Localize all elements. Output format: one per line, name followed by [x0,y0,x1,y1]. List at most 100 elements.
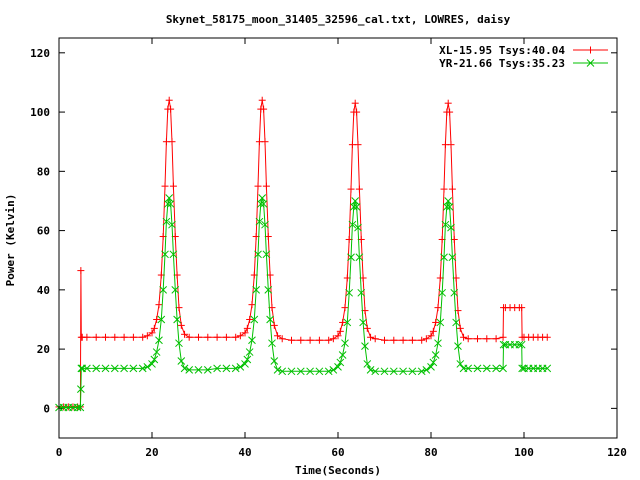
x-tick-label: 0 [56,446,63,459]
data-point [163,200,172,208]
data-point [499,333,507,341]
series-line [59,100,548,408]
data-point [345,288,354,297]
data-point [287,367,296,376]
data-point [517,340,526,349]
data-point [278,335,286,343]
data-point [429,358,438,367]
data-point [111,333,119,341]
data-point [185,333,193,341]
data-point [296,367,305,376]
data-point [306,336,314,344]
data-point [440,253,448,262]
data-point [349,203,358,211]
x-tick-label: 20 [145,446,158,459]
data-point [441,220,450,229]
data-point [73,403,82,412]
data-point [222,364,231,373]
data-point [241,360,249,368]
data-point [315,336,323,344]
data-point [181,330,189,338]
data-point [390,336,398,344]
data-point [357,288,366,297]
data-point [77,364,86,373]
data-point [185,365,194,374]
data-point [438,288,447,297]
data-point [213,333,221,341]
data-point [258,96,266,104]
data-point [518,304,526,312]
legend-marker [586,59,595,67]
data-point [177,321,185,329]
legend-marker [587,46,594,54]
data-point [334,332,342,340]
data-point [77,267,85,275]
data-point [175,339,183,348]
data-point [347,185,355,193]
data-point [165,96,173,104]
data-point [76,403,85,412]
data-point [334,363,342,371]
data-point [250,315,259,324]
data-point [157,315,166,324]
data-point [213,364,221,373]
legend-label-yr: YR-21.66 Tsys:35.23 [439,57,565,70]
data-point [408,336,416,344]
data-point [77,385,85,393]
y-tick-label: 0 [43,402,50,415]
data-point [138,364,147,373]
data-point [444,99,452,107]
data-point [266,315,274,324]
data-point [159,285,168,294]
data-point [422,335,430,343]
data-point [339,318,347,326]
data-point [231,364,240,373]
data-point [278,367,287,376]
data-point [341,304,349,312]
data-point [243,355,252,364]
data-point [399,336,407,344]
data-point [366,365,375,374]
data-point [92,364,101,373]
data-point [150,355,159,364]
data-point [180,364,189,373]
data-point [120,333,128,341]
data-point [161,250,169,259]
data-point [161,182,169,190]
data-point [274,332,282,340]
data-point [352,203,361,211]
data-point [518,364,526,373]
data-point [515,340,524,349]
data-point [152,348,161,356]
data-point [338,351,347,359]
data-point [341,339,349,348]
data-point [252,285,261,294]
data-point [431,351,440,359]
data-point [236,363,245,371]
data-point [167,105,175,113]
chart-title: Skynet_58175_moon_31405_32596_cal.txt, L… [166,13,511,26]
data-point [232,333,240,341]
legend-label-xl: XL-15.95 Tsys:40.04 [439,44,565,57]
data-point [448,185,456,193]
y-tick-label: 80 [37,165,50,178]
data-point [120,364,128,373]
data-point [173,315,181,324]
data-point [248,301,256,309]
y-tick-label: 100 [30,106,50,119]
data-point [169,182,177,190]
data-point [169,250,178,259]
data-point [129,364,138,373]
data-point [297,336,305,344]
data-point [447,141,455,149]
data-point [166,200,175,208]
data-point [143,363,152,371]
data-point [355,185,363,193]
data-point [399,367,407,376]
data-point [243,324,251,332]
data-point [380,367,389,376]
data-point [371,367,380,376]
data-point [464,335,472,343]
data-point [543,333,551,341]
data-point [256,200,265,208]
